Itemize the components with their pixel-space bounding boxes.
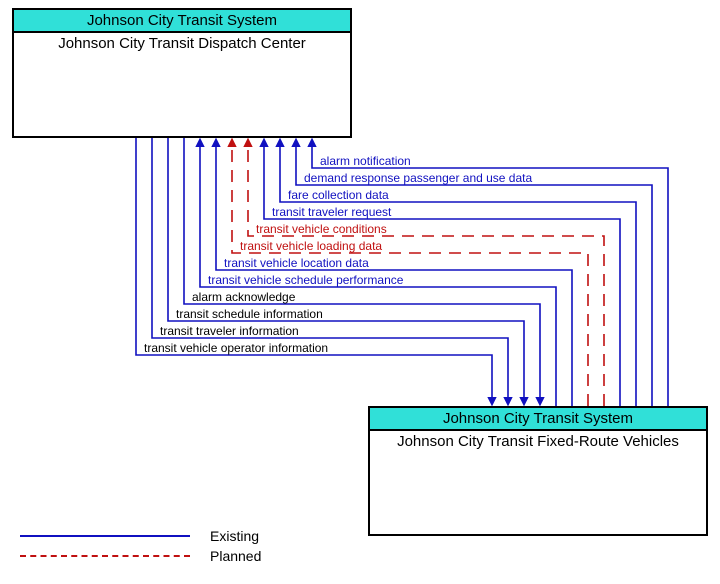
flow-label: transit traveler request (272, 205, 392, 219)
legend-existing: Existing (20, 526, 261, 546)
flow-label: transit traveler information (160, 324, 299, 338)
flow-line (200, 144, 556, 406)
flow-line (264, 144, 620, 406)
flow-label: demand response passenger and use data (304, 171, 532, 185)
flow-line (168, 138, 524, 400)
flow-label: alarm acknowledge (192, 290, 296, 304)
flow-line (184, 138, 540, 400)
flow-label: transit vehicle schedule performance (208, 273, 404, 287)
flow-line (152, 138, 508, 400)
flow-label: transit vehicle loading data (240, 239, 382, 253)
flow-line (232, 144, 588, 406)
flow-line (216, 144, 572, 406)
flow-label: alarm notification (320, 154, 411, 168)
node-dispatch-center-org: Johnson City Transit System (14, 10, 350, 33)
node-dispatch-center-title: Johnson City Transit Dispatch Center (14, 33, 350, 54)
flow-line (280, 144, 636, 406)
flow-line (248, 144, 604, 406)
legend-existing-line (20, 535, 190, 537)
legend-planned-line (20, 555, 190, 557)
flow-label: fare collection data (288, 188, 389, 202)
flow-label: transit schedule information (176, 307, 323, 321)
flow-label: transit vehicle operator information (144, 341, 328, 355)
flow-label: transit vehicle location data (224, 256, 369, 270)
legend: Existing Planned (20, 526, 261, 566)
flow-line (136, 138, 492, 400)
node-fixed-route-vehicles-org: Johnson City Transit System (370, 408, 706, 431)
flow-line (296, 144, 652, 406)
node-fixed-route-vehicles-title: Johnson City Transit Fixed-Route Vehicle… (370, 431, 706, 452)
flow-line (312, 144, 668, 406)
legend-existing-label: Existing (210, 528, 259, 544)
legend-planned-label: Planned (210, 548, 261, 564)
legend-planned: Planned (20, 546, 261, 566)
node-dispatch-center: Johnson City Transit System Johnson City… (12, 8, 352, 138)
node-fixed-route-vehicles: Johnson City Transit System Johnson City… (368, 406, 708, 536)
flow-label: transit vehicle conditions (256, 222, 387, 236)
